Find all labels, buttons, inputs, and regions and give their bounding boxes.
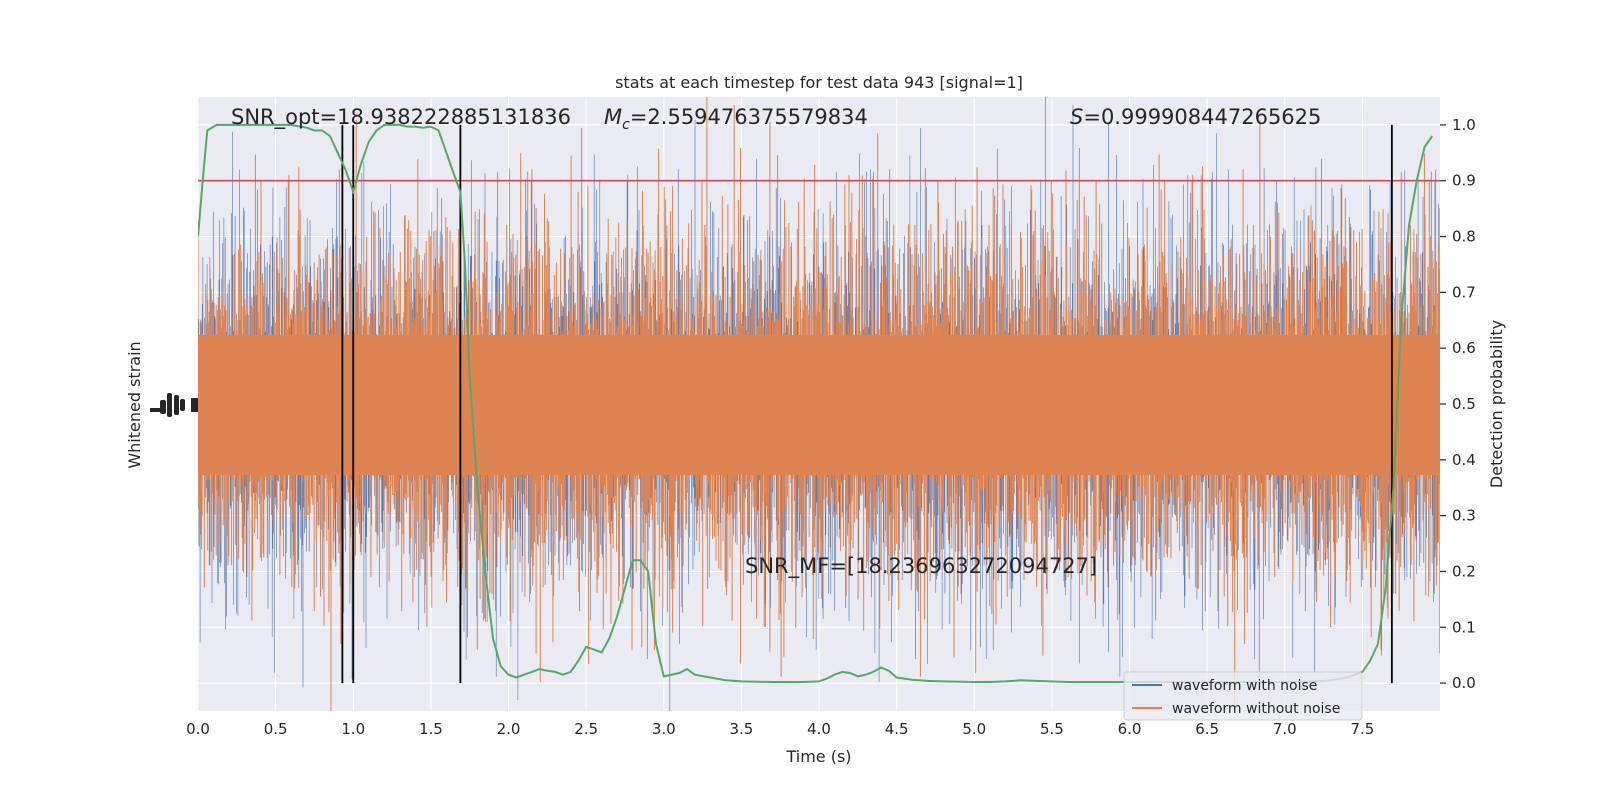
- detection-probability-line: [198, 123, 1434, 683]
- x-axis-ticks: 0.0 0.5 1.0 1.5 2.0 2.5 3.0 3.5 4.0 4.5 5.0 5.5 6.0 6…: [186, 720, 1374, 738]
- y-tick-label: 0.6: [1452, 339, 1476, 357]
- s-value: =0.999908447265625: [1083, 105, 1321, 129]
- right-y-axis-label: Detection probability: [1487, 320, 1506, 488]
- chart-title: stats at each timestep for test data 943…: [615, 73, 1023, 92]
- chirp-mass-symbol: M: [604, 105, 622, 129]
- x-tick-label: 1.0: [341, 720, 365, 738]
- x-tick-label: 1.5: [419, 720, 443, 738]
- x-tick-label: 0.5: [264, 720, 288, 738]
- y-tick-label: 0.1: [1452, 618, 1476, 636]
- s-annotation: S=0.999908447265625: [1070, 105, 1321, 129]
- chirp-mass-value: =2.559476375579834: [630, 105, 868, 129]
- x-tick-label: 5.0: [962, 720, 986, 738]
- left-axis-compressed-ticks: [150, 393, 198, 417]
- y-tick-label: 0.3: [1452, 507, 1476, 525]
- x-tick-label: 3.0: [652, 720, 676, 738]
- x-tick-label: 3.5: [729, 720, 753, 738]
- chirp-mass-annotation: Mc=2.559476375579834: [604, 105, 868, 133]
- waveform-without-noise-trace: [198, 97, 1440, 711]
- x-tick-label: 2.0: [497, 720, 521, 738]
- strain-traces: [198, 97, 1440, 711]
- x-tick-label: 6.0: [1118, 720, 1142, 738]
- chirp-mass-subscript: c: [622, 117, 630, 133]
- y-tick-label: 0.4: [1452, 451, 1476, 469]
- snr-mf-annotation: SNR_MF=[18.236963272094727]: [745, 554, 1097, 579]
- x-tick-label: 2.5: [574, 720, 598, 738]
- legend-label-with-noise: waveform with noise: [1172, 678, 1317, 694]
- x-tick-label: 4.5: [885, 720, 909, 738]
- legend-box: [1123, 671, 1363, 721]
- left-y-axis-label: Whitened strain: [125, 341, 144, 468]
- x-tick-label: 6.5: [1195, 720, 1219, 738]
- y-tick-label: 0.7: [1452, 283, 1476, 301]
- s-symbol: S: [1070, 105, 1083, 129]
- snr-opt-annotation: SNR_opt=18.938222885131836: [231, 105, 571, 130]
- x-tick-label: 5.5: [1040, 720, 1064, 738]
- right-y-axis-ticks: 0.0 0.1 0.2 0.3 0.4 0.5 0.6 0.7 0.8 0.9 1.0: [1440, 116, 1476, 692]
- x-tick-label: 7.0: [1273, 720, 1297, 738]
- y-tick-label: 0.5: [1452, 395, 1476, 413]
- x-axis-label: Time (s): [785, 747, 851, 766]
- y-tick-label: 0.9: [1452, 172, 1476, 190]
- y-tick-label: 0.8: [1452, 228, 1476, 246]
- legend-label-without-noise: waveform without noise: [1172, 701, 1340, 717]
- y-tick-label: 0.0: [1452, 674, 1476, 692]
- vertical-marker-lines: [341, 124, 1393, 684]
- strain-core-band: [198, 335, 1440, 475]
- y-tick-label: 0.2: [1452, 562, 1476, 580]
- detection-probability-series: [198, 123, 1434, 683]
- legend: waveform with noise waveform without noi…: [1123, 671, 1363, 721]
- x-tick-label: 0.0: [186, 720, 210, 738]
- x-tick-label: 4.0: [807, 720, 831, 738]
- x-tick-label: 7.5: [1350, 720, 1374, 738]
- y-tick-label: 1.0: [1452, 116, 1476, 134]
